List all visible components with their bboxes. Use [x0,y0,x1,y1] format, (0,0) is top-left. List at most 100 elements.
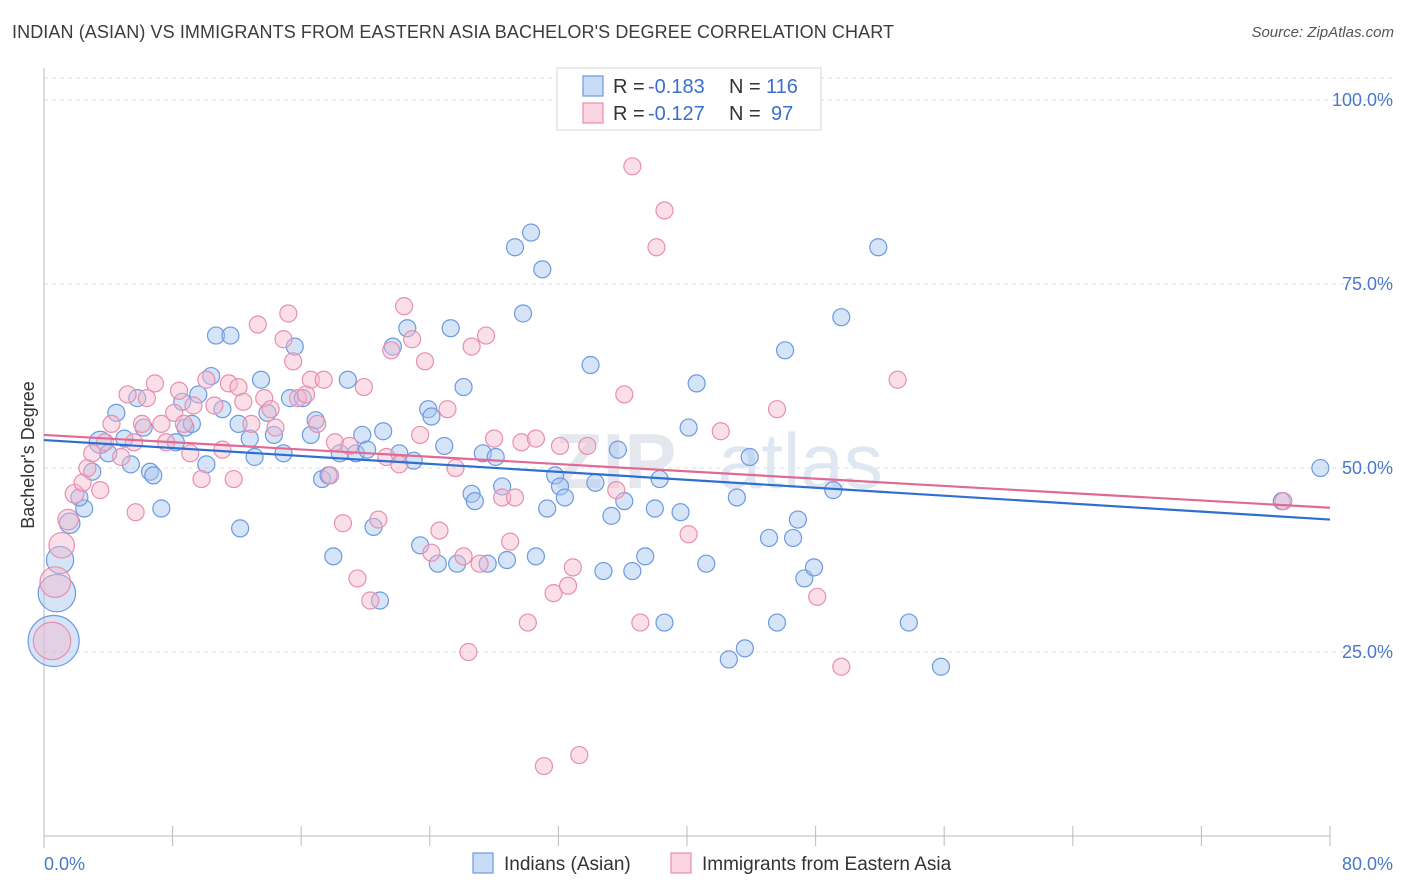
data-point-immigrants-94 [832,657,851,676]
data-point-immigrants-38 [274,330,293,349]
data-point-immigrants-95 [888,370,907,389]
data-point-immigrants-78 [544,584,563,603]
data-point-indians-31 [251,370,271,389]
data-point-immigrants-40 [284,352,303,371]
data-point-indians-99 [767,613,787,632]
data-point-indians-33 [264,425,283,445]
data-point-immigrants-58 [403,330,422,349]
series-legend-swatch-pink [670,852,692,874]
stats-legend: R = -0.183 N = 116 R = -0.127 N = 97 [556,67,822,131]
data-point-immigrants-35 [255,389,274,408]
x-tick-label-start: 0.0% [44,854,85,874]
data-point-immigrants-29 [219,374,238,393]
data-point-immigrants-79 [550,436,570,456]
data-point-indians-93 [697,554,716,573]
data-point-immigrants-87 [631,613,650,632]
data-point-indians-4 [75,499,94,518]
data-point-immigrants-43 [301,370,320,389]
data-point-immigrants-12 [118,385,137,404]
series-legend-label-pink: Immigrants from Eastern Asia [702,854,952,875]
series-legend-label-blue: Indians (Asian) [504,854,631,875]
data-point-immigrants-15 [132,414,152,433]
data-point-immigrants-70 [485,429,504,448]
data-point-immigrants-92 [767,400,787,419]
data-point-indians-81 [594,561,613,581]
series-legend: Indians (Asian) Immigrants from Eastern … [472,852,952,875]
data-point-indians-61 [448,554,467,573]
data-point-indians-107 [869,238,888,257]
data-point-immigrants-59 [411,425,430,445]
data-point-indians-94 [719,650,738,669]
data-point-indians-50 [374,422,393,441]
data-point-immigrants-27 [205,396,224,415]
data-point-indians-49 [370,591,390,610]
y-tick-label-75: 75.0% [1342,274,1393,294]
data-point-indians-47 [358,440,377,459]
data-point-immigrants-31 [229,377,248,397]
legend-n-label-2: N = [729,103,761,125]
data-point-indians-38 [301,425,320,445]
data-point-immigrants-61 [422,543,441,562]
series-legend-swatch-blue [472,852,494,874]
data-point-indians-1 [37,573,77,613]
data-point-indians-55 [411,536,430,555]
data-point-immigrants-26 [197,370,216,389]
legend-n-value-2: 97 [771,103,793,125]
x-tick-label-end: 80.0% [1342,854,1393,874]
data-point-indians-86 [636,547,655,566]
data-point-indians-111 [1311,458,1330,478]
data-point-immigrants-6 [78,458,97,478]
data-point-immigrants-84 [607,481,626,500]
legend-n-label-1: N = [729,76,761,98]
data-point-indians-74 [533,260,552,279]
data-point-immigrants-7 [83,444,102,463]
data-point-indians-28 [231,519,250,538]
data-point-immigrants-77 [534,756,554,776]
data-point-immigrants-17 [145,374,165,393]
y-tick-label-25: 25.0% [1342,642,1393,662]
data-point-immigrants-57 [394,297,414,316]
data-point-immigrants-14 [126,503,145,522]
data-point-immigrants-37 [266,418,285,437]
data-point-immigrants-66 [459,642,478,662]
data-point-immigrants-46 [321,466,340,485]
data-point-immigrants-81 [563,558,582,577]
data-point-immigrants-34 [248,315,267,334]
data-point-immigrants-85 [615,385,634,404]
data-point-immigrants-21 [169,381,189,400]
data-point-indians-16 [152,499,171,518]
data-point-indians-59 [435,436,454,456]
data-point-immigrants-76 [526,429,545,448]
data-point-immigrants-74 [512,433,531,452]
data-point-immigrants-68 [470,554,489,573]
trend-line-immigrants [43,433,1331,509]
watermark-zip: ZIP [555,417,676,505]
data-point-immigrants-3 [57,508,79,531]
data-point-indians-62 [454,377,473,397]
data-point-indians-92 [687,374,706,393]
data-point-immigrants-96 [1274,492,1293,511]
data-point-indians-97 [740,447,759,467]
legend-r-value-1: -0.183 [648,76,705,98]
data-point-immigrants-22 [174,414,193,433]
data-point-indians-106 [832,308,851,327]
axes [43,68,1331,848]
data-point-indians-71 [513,304,533,323]
data-point-indians-104 [804,558,824,577]
data-point-immigrants-65 [454,547,473,566]
data-point-immigrants-1 [39,566,72,599]
data-point-indians-77 [550,477,570,496]
data-point-indians-22 [197,455,216,474]
data-point-immigrants-73 [505,488,525,507]
y-axis-label: Bachelor's Degree [18,381,38,529]
data-point-indians-109 [931,657,951,676]
data-point-immigrants-24 [184,396,203,415]
data-point-immigrants-50 [348,569,367,588]
data-point-indians-72 [521,223,541,242]
data-point-indians-100 [775,341,795,360]
data-point-indians-82 [602,506,621,525]
data-point-indians-70 [505,238,525,257]
data-point-indians-79 [581,355,600,375]
data-point-immigrants-69 [476,326,496,345]
